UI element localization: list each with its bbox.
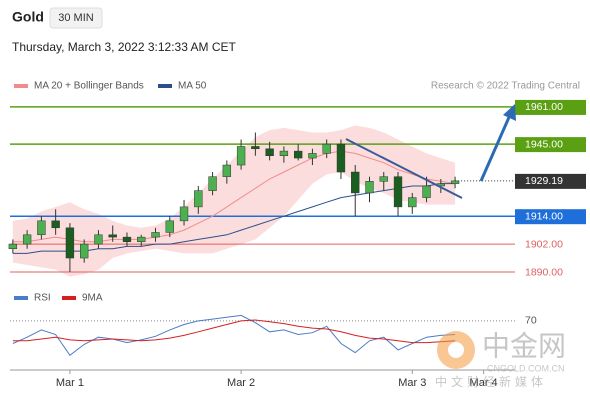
candle-body [151, 232, 160, 238]
level-box [515, 137, 586, 153]
timeframe-box[interactable] [49, 7, 103, 29]
watermark-site: CNGOLD.COM.CN [487, 363, 565, 373]
candle-body [80, 243, 89, 259]
date: Thursday, March 3, 2022 3:12:33 AM CET [12, 40, 237, 54]
candle-body [251, 146, 260, 150]
candle-body [279, 150, 289, 156]
candle-body [8, 243, 18, 249]
source: Research © 2022 Trading Central [431, 81, 580, 92]
legend-label: MA 50 [178, 81, 207, 92]
level-label: 1961.00 [525, 101, 563, 113]
candle-body [165, 220, 174, 233]
legend-swatch [158, 84, 172, 88]
rsi-line [12, 319, 456, 344]
legend-swatch [62, 296, 76, 300]
trend-line [345, 138, 463, 199]
candle-body [265, 148, 274, 156]
current-price-label: 1929.19 [525, 175, 563, 187]
level-label: 1890.00 [525, 266, 563, 278]
watermark-slogan: 中文财经新媒体 [435, 374, 547, 389]
candle-body [94, 234, 103, 245]
candle-body [222, 164, 232, 177]
timeframe[interactable]: 30 MIN [58, 12, 94, 24]
legend-label: 9MA [82, 293, 103, 304]
candle-body [137, 236, 146, 243]
candle-body [208, 176, 217, 191]
x-tick-label: Mar 4 [470, 377, 498, 389]
candle-body [108, 234, 117, 238]
rsi-line [12, 314, 456, 357]
candle-body [322, 143, 331, 154]
legend-swatch [14, 84, 28, 88]
candle-body [22, 234, 32, 245]
candle-body [37, 220, 46, 236]
level-box [515, 99, 586, 115]
x-tick-label: Mar 2 [227, 377, 255, 389]
forecast-arrow [479, 114, 512, 182]
bollinger-band [12, 125, 456, 277]
x-tick-label: Mar 3 [398, 377, 426, 389]
candle-body [293, 150, 303, 159]
candle-body [393, 176, 403, 208]
candle-body [336, 143, 346, 173]
instrument-title: Gold [12, 9, 44, 25]
candle-body [450, 180, 460, 184]
level-box [515, 209, 586, 225]
candle-body [194, 190, 203, 208]
watermark-logo-text: 中金网 [482, 330, 566, 361]
x-tick-label: Mar 1 [56, 377, 84, 389]
candle-body [308, 153, 317, 159]
candle-body [122, 236, 132, 243]
watermark: 中金网 CNGOLD.COM.CN 中文财经新媒体 [435, 330, 566, 389]
ma-line [12, 150, 456, 243]
legend-label: RSI [34, 293, 51, 304]
legend-swatch [14, 296, 28, 300]
candle-body [408, 197, 417, 208]
rsi-panel: RSI 9MA 70 Mar 1 Mar 2 Mar 3 Mar 4 [10, 293, 537, 389]
current-price-box [515, 173, 586, 189]
candle-body [51, 220, 60, 229]
watermark-logo-inner [448, 342, 464, 358]
legend-label: MA 20 + Bollinger Bands [34, 81, 144, 92]
y-tick-label: 70 [525, 315, 537, 327]
candle-body [422, 185, 431, 198]
price-panel: MA 20 + Bollinger Bands MA 50 1961.00 1945.… [8, 81, 586, 278]
candle-body [351, 171, 360, 194]
level-label: 1902.00 [525, 238, 563, 250]
candle-body [65, 227, 75, 259]
level-label: 1945.00 [525, 138, 563, 150]
candle-body [236, 146, 246, 166]
candle-body [179, 206, 189, 222]
candle-body [365, 181, 374, 194]
level-label: 1914.00 [525, 210, 563, 222]
arrow-head [503, 104, 516, 121]
candle-body [379, 176, 388, 182]
